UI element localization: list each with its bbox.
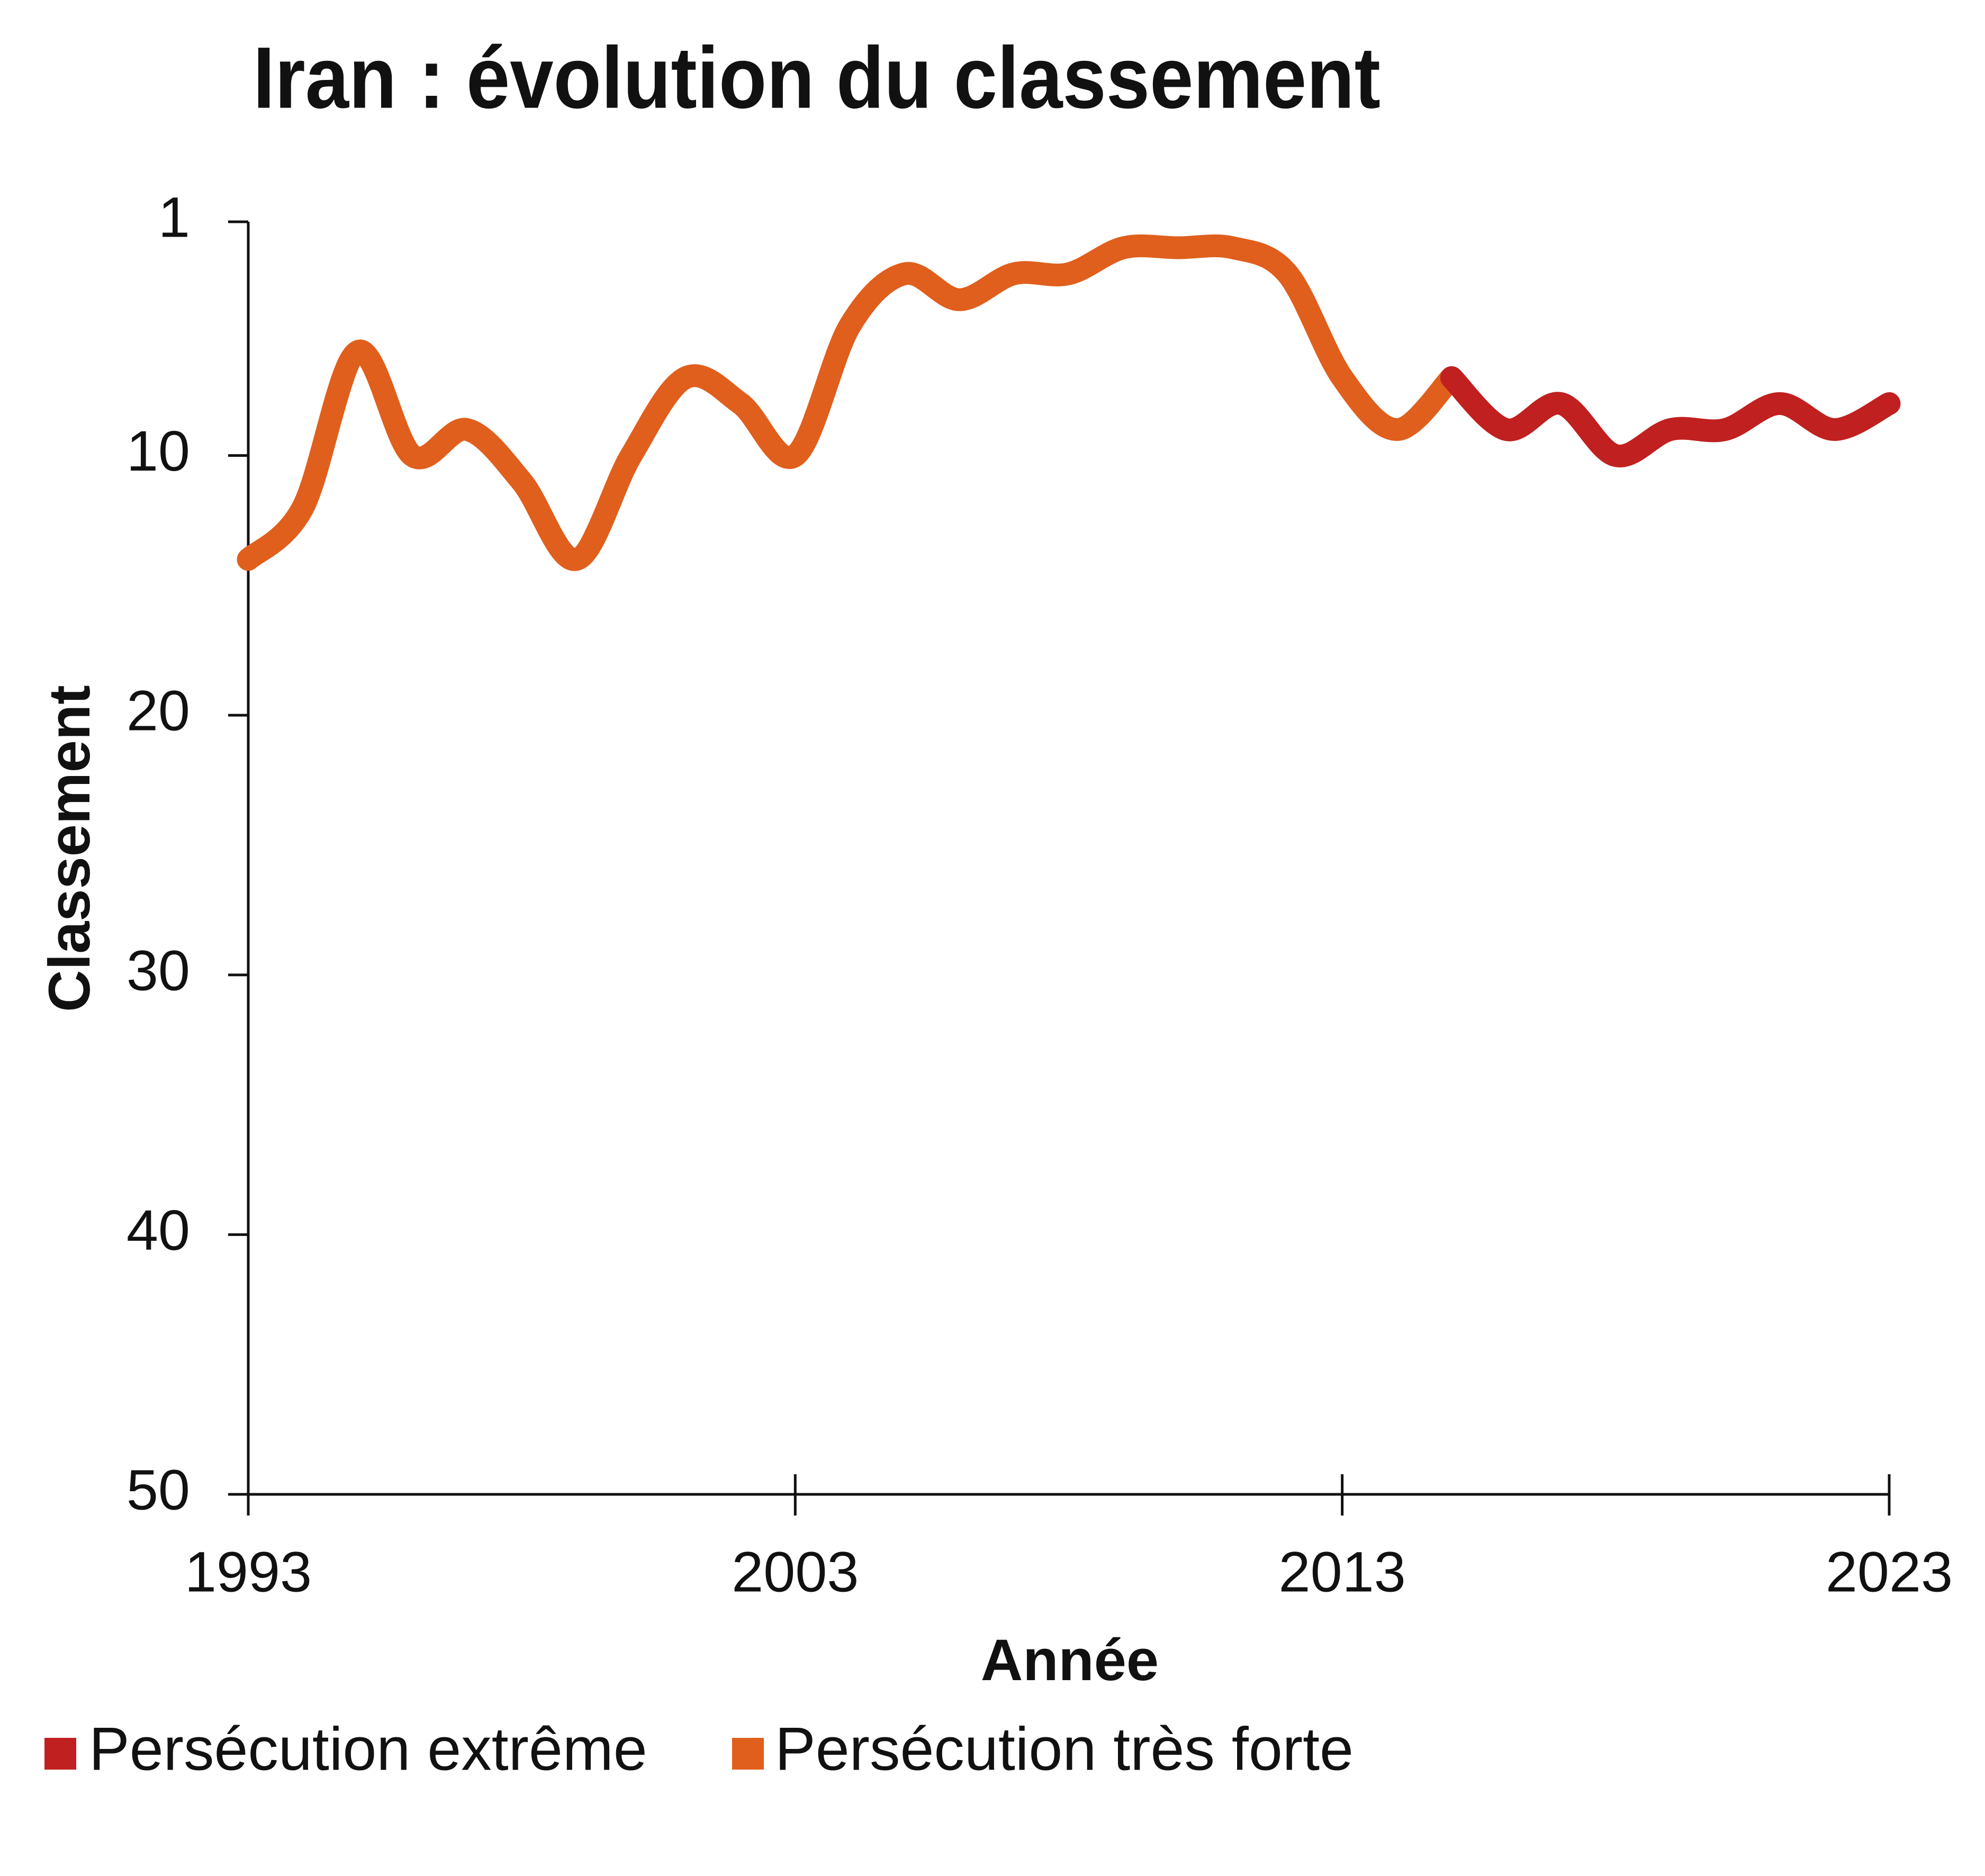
y-tick-label: 1 [158,185,190,249]
x-tick-label: 2023 [1826,1540,1953,1604]
x-tick-label: 1993 [185,1540,312,1604]
chart-title: Iran : évolution du classement [253,29,1381,127]
y-tick-label: 50 [127,1458,190,1522]
y-tick-label: 30 [127,938,190,1002]
x-tick-label: 2003 [732,1540,859,1604]
y-tick-label: 20 [127,679,190,743]
legend-label: Persécution extrême [89,1715,647,1783]
y-tick-label: 40 [127,1198,190,1262]
x-axis-label: Année [981,1628,1159,1693]
legend-swatch [732,1738,764,1770]
y-axis-label: Classement [37,685,102,1012]
y-tick-label: 10 [127,419,190,483]
legend-label: Persécution très forte [775,1715,1354,1783]
x-tick-label: 2013 [1279,1540,1406,1604]
legend-swatch [44,1738,76,1770]
line-series [1440,366,1901,467]
line-series [237,234,1463,571]
